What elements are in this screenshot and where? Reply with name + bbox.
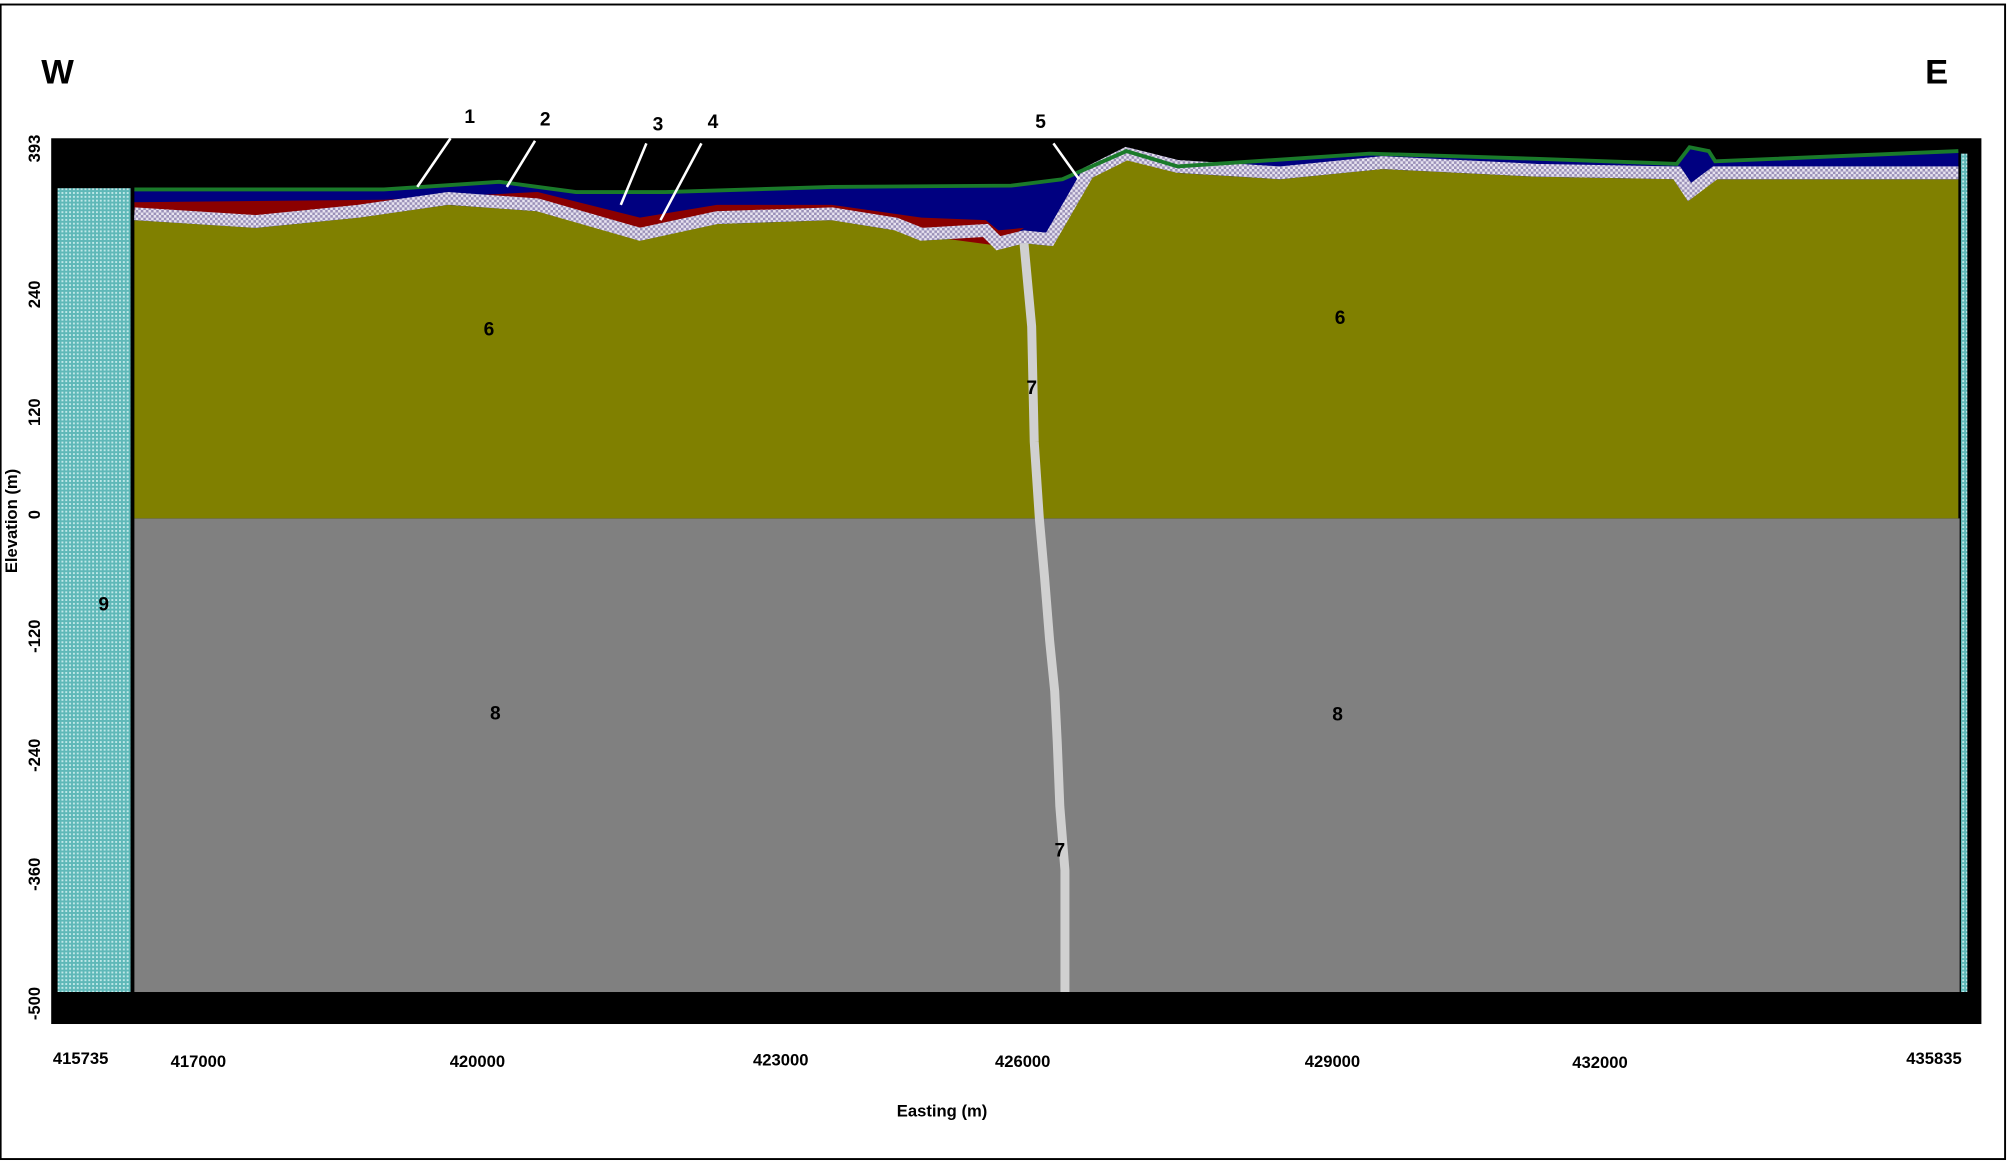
x-tick-label: 417000 bbox=[171, 1052, 226, 1071]
west-label: W bbox=[41, 53, 74, 91]
callout: 4 bbox=[708, 112, 719, 133]
cross-section: W E 1 2 3 4 5 6 6 7 7 8 8 9 415735 41700… bbox=[0, 0, 2007, 1161]
x-tick-label: 429000 bbox=[1305, 1052, 1360, 1071]
x-tick-label: 423000 bbox=[753, 1051, 808, 1070]
y-ticks: 393 240 120 0 -120 -240 -360 -500 bbox=[25, 135, 44, 1021]
y-tick-label: 393 bbox=[25, 135, 44, 163]
y-tick-label: -500 bbox=[25, 987, 44, 1020]
unit-label: 6 bbox=[484, 319, 495, 340]
x-ticks: 415735 417000 420000 423000 426000 42900… bbox=[53, 1049, 1962, 1072]
y-tick-label: -240 bbox=[25, 739, 44, 772]
unit-label: 9 bbox=[98, 595, 109, 616]
x-tick-label: 435835 bbox=[1906, 1049, 1961, 1068]
unit-label: 8 bbox=[1332, 705, 1343, 726]
y-tick-label: -120 bbox=[25, 620, 44, 653]
unit-label: 8 bbox=[490, 703, 501, 724]
unit-label: 6 bbox=[1335, 308, 1346, 329]
y-axis-label: Elevation (m) bbox=[2, 469, 21, 573]
y-tick-label: 0 bbox=[25, 510, 44, 519]
callout: 1 bbox=[464, 107, 475, 128]
x-tick-label: 432000 bbox=[1572, 1053, 1627, 1072]
page: W E 1 2 3 4 5 6 6 7 7 8 8 9 415735 41700… bbox=[0, 0, 2007, 1161]
callout: 3 bbox=[653, 115, 664, 136]
x-tick-label: 420000 bbox=[450, 1052, 505, 1071]
x-tick-label: 415735 bbox=[53, 1049, 108, 1068]
unit-9-east bbox=[1961, 154, 1967, 992]
x-axis-label: Easting (m) bbox=[897, 1102, 988, 1121]
y-tick-label: -360 bbox=[25, 858, 44, 891]
y-tick-label: 120 bbox=[25, 398, 44, 426]
callout: 2 bbox=[540, 109, 551, 130]
east-label: E bbox=[1925, 53, 1948, 91]
unit-label: 7 bbox=[1054, 840, 1065, 861]
unit-9 bbox=[58, 188, 131, 992]
y-tick-label: 240 bbox=[25, 281, 44, 309]
x-tick-label: 426000 bbox=[995, 1052, 1050, 1071]
callout: 5 bbox=[1035, 112, 1046, 133]
unit-label: 7 bbox=[1026, 378, 1037, 399]
